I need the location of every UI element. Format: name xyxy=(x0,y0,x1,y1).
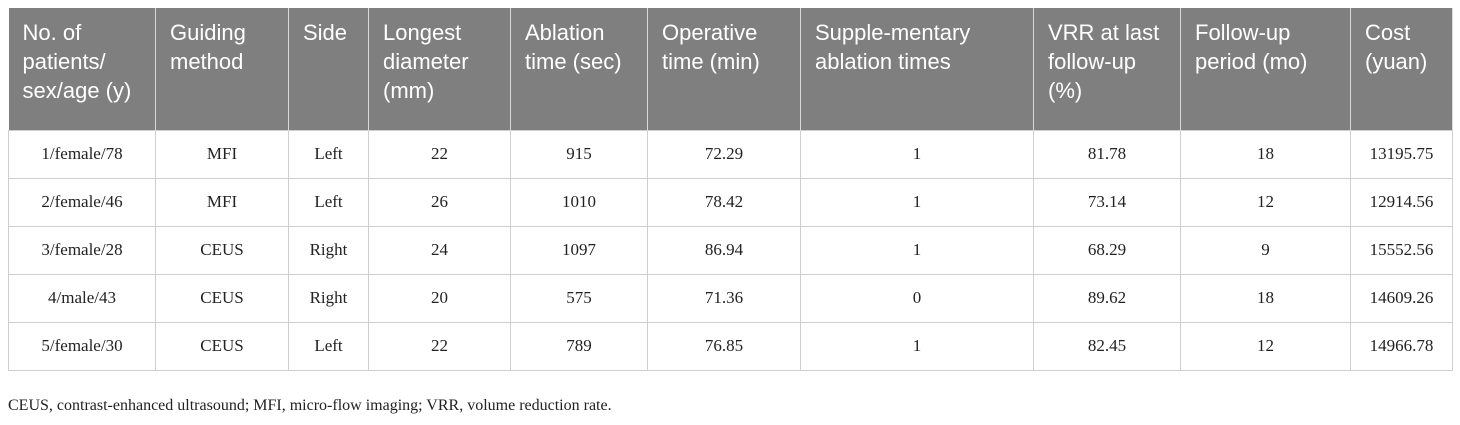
data-table: No. of patients/ sex/age (y) Guiding meth… xyxy=(8,8,1453,371)
table-cell: Left xyxy=(288,177,369,227)
header-cell: Side xyxy=(288,8,369,130)
table-cell: 89.62 xyxy=(1033,273,1181,323)
header-cell: Supple-mentary ablation times xyxy=(800,8,1034,130)
table-row: 4/male/43 CEUS Right 20 575 71.36 0 89.62 18 1460… xyxy=(8,273,1453,323)
header-cell: Longest diameter (mm) xyxy=(368,8,511,130)
table-cell: 86.94 xyxy=(647,225,801,275)
table-cell: 78.42 xyxy=(647,177,801,227)
table-cell: 4/male/43 xyxy=(8,273,156,323)
table-cell: 68.29 xyxy=(1033,225,1181,275)
header-cell: Cost (yuan) xyxy=(1350,8,1453,130)
header-cell: Follow-up period (mo) xyxy=(1180,8,1351,130)
table-cell: 22 xyxy=(368,321,511,371)
table-row: 2/female/46 MFI Left 26 1010 78.42 1 73.14 12 129… xyxy=(8,177,1453,227)
table-cell: 20 xyxy=(368,273,511,323)
table-cell: Left xyxy=(288,129,369,179)
table-cell: 1 xyxy=(800,225,1034,275)
table-cell: CEUS xyxy=(155,321,289,371)
header-cell: Ablation time (sec) xyxy=(510,8,648,130)
table-cell: MFI xyxy=(155,129,289,179)
header-cell: Operative time (min) xyxy=(647,8,801,130)
table-cell: 12 xyxy=(1180,321,1351,371)
table-cell: 1/female/78 xyxy=(8,129,156,179)
header-cell: Guiding method xyxy=(155,8,289,130)
table-cell: 26 xyxy=(368,177,511,227)
table-cell: 81.78 xyxy=(1033,129,1181,179)
table-cell: 72.29 xyxy=(647,129,801,179)
table-cell: CEUS xyxy=(155,273,289,323)
table-cell: 76.85 xyxy=(647,321,801,371)
table-row: 1/female/78 MFI Left 22 915 72.29 1 81.78 18 1319… xyxy=(8,129,1453,179)
table-cell: CEUS xyxy=(155,225,289,275)
table-cell: 71.36 xyxy=(647,273,801,323)
table-cell: 1 xyxy=(800,177,1034,227)
table-cell: Right xyxy=(288,273,369,323)
table-cell: 1097 xyxy=(510,225,648,275)
table-cell: Right xyxy=(288,225,369,275)
table-cell: 1 xyxy=(800,321,1034,371)
table-cell: 12914.56 xyxy=(1350,177,1453,227)
table-cell: 1010 xyxy=(510,177,648,227)
table-cell: 82.45 xyxy=(1033,321,1181,371)
table-cell: 789 xyxy=(510,321,648,371)
table-body: 1/female/78 MFI Left 22 915 72.29 1 81.78 18 1319… xyxy=(8,129,1453,371)
table-cell: 1 xyxy=(800,129,1034,179)
header-row: No. of patients/ sex/age (y) Guiding meth… xyxy=(8,8,1453,130)
table-cell: 14609.26 xyxy=(1350,273,1453,323)
table-cell: 2/female/46 xyxy=(8,177,156,227)
table-cell: 575 xyxy=(510,273,648,323)
table-row: 5/female/30 CEUS Left 22 789 76.85 1 82.45 12 149… xyxy=(8,321,1453,371)
table-cell: 13195.75 xyxy=(1350,129,1453,179)
table-cell: 5/female/30 xyxy=(8,321,156,371)
table-cell: 14966.78 xyxy=(1350,321,1453,371)
table-cell: 3/female/28 xyxy=(8,225,156,275)
table-cell: 18 xyxy=(1180,273,1351,323)
table-cell: 915 xyxy=(510,129,648,179)
footnote: CEUS, contrast-enhanced ultrasound; MFI,… xyxy=(8,397,612,414)
table-cell: 18 xyxy=(1180,129,1351,179)
table-cell: 12 xyxy=(1180,177,1351,227)
table-row: 3/female/28 CEUS Right 24 1097 86.94 1 68.29 9 15… xyxy=(8,225,1453,275)
table-cell: Left xyxy=(288,321,369,371)
table-cell: MFI xyxy=(155,177,289,227)
header-cell: No. of patients/ sex/age (y) xyxy=(8,8,156,130)
header-cell: VRR at last follow-up (%) xyxy=(1033,8,1181,130)
table-cell: 0 xyxy=(800,273,1034,323)
table-cell: 24 xyxy=(368,225,511,275)
table-cell: 73.14 xyxy=(1033,177,1181,227)
table-cell: 15552.56 xyxy=(1350,225,1453,275)
table-cell: 22 xyxy=(368,129,511,179)
table-cell: 9 xyxy=(1180,225,1351,275)
